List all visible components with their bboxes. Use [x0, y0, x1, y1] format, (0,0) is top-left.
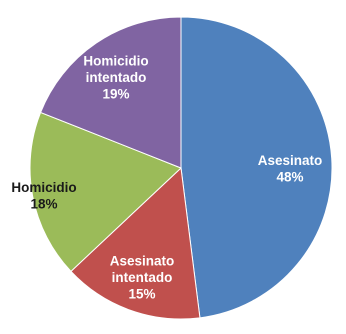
slice-percent: 15% [128, 287, 155, 302]
slice-percent: 48% [276, 169, 303, 184]
slice-label-line: Homicidio [83, 54, 148, 69]
slice-label-line: Asesinato [258, 153, 323, 168]
slice-label-line: intentado [86, 70, 147, 85]
slice-label-line: Asesinato [110, 254, 175, 269]
slice-percent: 19% [102, 87, 129, 102]
slice-label-line: intentado [112, 270, 173, 285]
slice-percent: 18% [30, 196, 57, 211]
slice-label-line: Homicidio [11, 180, 76, 195]
pie-slices [30, 17, 332, 319]
